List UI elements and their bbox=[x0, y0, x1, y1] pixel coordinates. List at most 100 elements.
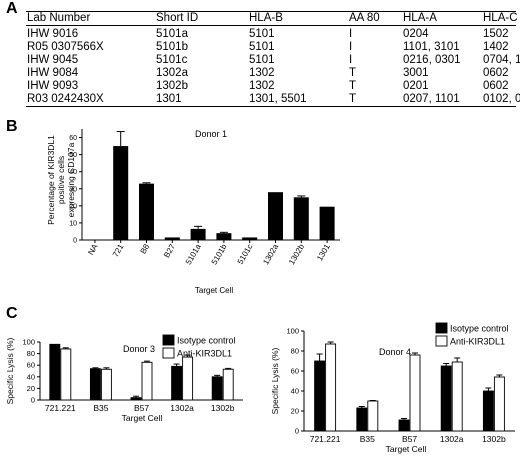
y-tick-label: 40 bbox=[27, 372, 35, 381]
bar bbox=[493, 376, 505, 432]
bar bbox=[319, 206, 335, 240]
table-cell: 0704, 1502 bbox=[483, 54, 520, 66]
y-tick-label: 40 bbox=[69, 169, 77, 176]
table-cell: R03 0242430X bbox=[27, 93, 104, 105]
x-tick-label: 1302b bbox=[287, 242, 306, 266]
table-cell: 5101c bbox=[156, 54, 188, 66]
bar bbox=[216, 233, 232, 240]
table-cell: R05 0307566X bbox=[27, 41, 104, 53]
y-tick-label: 60 bbox=[69, 135, 77, 142]
table-top-rule bbox=[26, 11, 516, 12]
table-header-cell: HLA-B bbox=[249, 12, 283, 24]
bar bbox=[222, 368, 234, 401]
x-tick-label: 1302a bbox=[261, 242, 280, 266]
table-cell: T bbox=[349, 80, 357, 92]
table-cell: T bbox=[349, 93, 357, 105]
bar bbox=[440, 365, 452, 432]
y-tick-label: 60 bbox=[291, 367, 299, 376]
chart-title: Donor 4 bbox=[379, 347, 411, 357]
bar bbox=[211, 376, 223, 401]
bar bbox=[89, 368, 101, 401]
bar bbox=[141, 361, 153, 401]
bar bbox=[325, 343, 337, 432]
x-axis-label: Target Cell bbox=[386, 444, 427, 454]
table-cell: 0602 bbox=[483, 80, 509, 92]
bar bbox=[268, 192, 283, 240]
y-tick-label: 0 bbox=[73, 238, 77, 245]
chart-title: Donor 1 bbox=[195, 129, 227, 139]
table-cell: T bbox=[349, 67, 357, 79]
x-tick-label: B27 bbox=[162, 242, 177, 259]
table-cell: I bbox=[349, 41, 353, 53]
bar bbox=[171, 365, 183, 401]
legend-swatch bbox=[435, 322, 448, 334]
table-cell: 0216, 0301 bbox=[403, 54, 461, 66]
table-cell: 1301 bbox=[156, 93, 182, 105]
table-bottom-rule bbox=[26, 106, 516, 107]
table-cell: 1302 bbox=[249, 67, 275, 79]
table-cell: 0602 bbox=[483, 67, 509, 79]
x-tick-label: 1302b bbox=[482, 434, 506, 444]
table-header-cell: AA 80 bbox=[349, 12, 380, 24]
bar bbox=[113, 146, 129, 240]
x-axis-label: Target Cell bbox=[122, 413, 163, 423]
bar bbox=[139, 183, 154, 240]
y-axis-label: Percentage of KIR3DL1 bbox=[46, 135, 56, 225]
bar bbox=[242, 237, 258, 240]
y-tick-label: 20 bbox=[69, 203, 77, 210]
bar bbox=[164, 237, 180, 240]
x-tick-label: 5101a bbox=[184, 242, 203, 266]
x-tick-label: 1302b bbox=[211, 403, 235, 413]
x-tick-label: 721.221 bbox=[310, 434, 341, 444]
legend-swatch bbox=[162, 334, 175, 346]
panel-label-b: B bbox=[6, 118, 18, 135]
table-header-rule bbox=[26, 25, 516, 26]
table-cell: 1302 bbox=[249, 80, 275, 92]
table-cell: 5101 bbox=[249, 54, 275, 66]
y-tick-label: 0 bbox=[295, 427, 299, 436]
x-tick-label: 721.221 bbox=[45, 403, 76, 413]
y-axis-label: Specific Lysis (%) bbox=[5, 337, 15, 404]
bar bbox=[367, 400, 379, 432]
x-tick-label: NA bbox=[86, 242, 100, 257]
table-cell: 0204 bbox=[403, 28, 429, 40]
y-tick-label: 20 bbox=[291, 407, 299, 416]
y-axis-label: positive cells bbox=[56, 156, 66, 204]
hla-table: Lab Number Short ID HLA-B AA 80 HLA-A HLA-C IH… bbox=[26, 8, 520, 108]
bar bbox=[482, 390, 494, 432]
legend-swatch bbox=[162, 347, 175, 359]
y-tick-label: 80 bbox=[291, 347, 299, 356]
x-tick-label: B35 bbox=[360, 434, 375, 444]
x-tick-label: B57 bbox=[402, 434, 417, 444]
y-tick-label: 20 bbox=[27, 384, 35, 393]
y-axis-label: expressing CD107a bbox=[66, 142, 76, 217]
y-tick-label: 100 bbox=[22, 338, 35, 347]
legend-swatch bbox=[435, 335, 448, 347]
y-tick-label: 80 bbox=[27, 349, 35, 358]
bar bbox=[100, 368, 112, 401]
bar bbox=[356, 407, 368, 432]
x-tick-label: 1301 bbox=[315, 242, 332, 262]
bar bbox=[49, 343, 61, 401]
y-tick-label: 0 bbox=[31, 396, 35, 405]
panel-label-c: C bbox=[6, 305, 18, 322]
x-tick-label: B8 bbox=[139, 242, 152, 255]
legend-label: Anti-KIR3DL1 bbox=[450, 337, 505, 347]
table-header-cell: HLA-A bbox=[403, 12, 437, 24]
table-cell: 1302a bbox=[156, 67, 188, 79]
y-tick-label: 10 bbox=[69, 220, 77, 227]
x-tick-label: 1302a bbox=[170, 403, 194, 413]
x-axis-label: Target Cell bbox=[195, 286, 233, 295]
table-cell: 5101a bbox=[156, 28, 188, 40]
table-cell: 1101, 3101 bbox=[403, 41, 460, 53]
table-cell: 5101 bbox=[249, 28, 275, 40]
table-cell: 1301, 5501 bbox=[249, 93, 307, 105]
table-cell: IHW 9045 bbox=[27, 54, 79, 66]
table-cell: IHW 9093 bbox=[27, 80, 79, 92]
table-cell: I bbox=[349, 28, 353, 40]
table-cell: IHW 9016 bbox=[27, 28, 79, 40]
table-header-cell: Lab Number bbox=[27, 12, 91, 24]
x-tick-label: 721 bbox=[111, 242, 126, 259]
